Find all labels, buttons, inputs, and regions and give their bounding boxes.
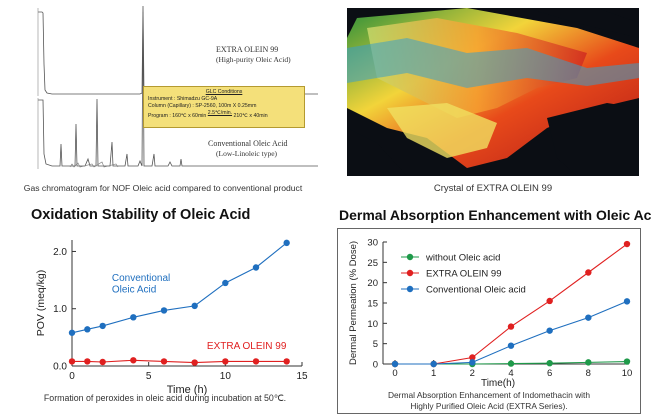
oxidation-chart-caption: Formation of peroxides in oleic acid dur… (43, 393, 287, 403)
series-line-2 (395, 300, 628, 365)
x-tick-label: 0 (392, 368, 397, 379)
dermal-chart: 0 5 10 15 20 25 30 0 1 2 4 6 8 10 Time(h) Dermal Permea… (348, 238, 633, 390)
data-point-0-6 (222, 279, 229, 287)
y-tick-label: 5 (373, 339, 378, 350)
x-tick-label: 0 (69, 371, 75, 382)
data-point-1-1 (84, 358, 91, 365)
legend-label-2: Conventional Oleic acid (426, 285, 526, 296)
x-tick-label: 1 (431, 368, 436, 379)
x-tick-label: 10 (220, 371, 232, 382)
glc-box-prog-b: 210℃ x 40min (233, 113, 268, 119)
y-tick-label: 20 (367, 278, 378, 289)
crystal-caption: Crystal of EXTRA OLEIN 99 (433, 183, 553, 194)
data-point-2-0 (391, 360, 399, 368)
data-point-0-4 (160, 307, 168, 314)
series-line-0 (71, 242, 288, 334)
glc-box-prog-a: Program : 160℃ x 60min (148, 113, 207, 119)
y-tick-label: 15 (367, 299, 378, 310)
data-point-1-6 (222, 358, 229, 365)
y-tick-label: 30 (367, 238, 378, 249)
y-tick-label: 0.0 (53, 362, 67, 373)
crystal-picture (347, 8, 639, 176)
glc-box-line-1: Instrument : Shimadzu GC-9A (148, 96, 218, 102)
oxidation-chart-title: Oxidation Stability of Oleic Acid (31, 207, 251, 223)
legend-label-1: EXTRA OLEIN 99 (426, 269, 502, 280)
y-axis-label: Dermal Permeation (% Dose) (348, 241, 359, 365)
data-point-0-7 (252, 264, 260, 271)
y-tick-label: 25 (367, 258, 378, 269)
legend-label-0: without Oleic acid (425, 253, 500, 264)
data-point-0-3 (507, 360, 515, 367)
y-tick-label: 2.0 (53, 247, 67, 258)
x-tick-label: 4 (508, 368, 513, 379)
data-point-2-5 (585, 314, 592, 321)
x-axis-label: Time (h) (167, 384, 208, 396)
x-tick-label: 8 (586, 368, 591, 379)
data-point-0-0 (68, 329, 76, 336)
data-point-2-4 (546, 327, 553, 334)
gc-lower-label-1: Conventional Oleic Acid (208, 139, 288, 148)
data-point-1-4 (546, 297, 553, 305)
x-tick-label: 2 (470, 368, 475, 379)
y-tick-label: 0 (373, 360, 378, 371)
data-point-0-5 (585, 359, 592, 366)
x-tick-label: 10 (622, 368, 633, 379)
data-point-0-1 (84, 326, 91, 333)
glc-box-line-2: Column (Capillary) : SP-2560, 100m X 0.2… (148, 103, 257, 109)
gc-lower-trace (38, 11, 318, 167)
data-point-0-3 (130, 314, 137, 321)
series-label-conventional-1: Conventional (112, 273, 170, 284)
data-point-1-5 (191, 359, 198, 366)
data-point-0-2 (99, 322, 106, 330)
glc-box-program: Program : 160℃ x 60min 2.5℃/min. 210℃ x … (148, 110, 300, 120)
y-axis-label: POV (meq/kg) (35, 270, 47, 337)
data-point-0-8 (283, 239, 290, 247)
crystal-image (347, 8, 639, 176)
x-tick-label: 5 (146, 371, 152, 382)
glc-box-prog-rate: 2.5℃/min. (207, 110, 233, 116)
legend-marker-1 (406, 269, 414, 277)
data-point-1-4 (160, 358, 168, 365)
dermal-chart-caption-2: Highly Purified Oleic Acid (EXTRA Series… (410, 401, 568, 411)
data-point-1-5 (585, 269, 592, 276)
data-point-0-4 (546, 359, 553, 367)
legend-marker-0 (406, 253, 414, 261)
y-tick-label: 10 (367, 319, 378, 330)
gc-lower-label-2: (Low-Linoleic type) (216, 149, 278, 158)
dermal-chart-caption-1: Dermal Absorption Enhancement of Indomet… (387, 390, 591, 400)
data-point-1-3 (130, 357, 137, 364)
data-point-2-3 (507, 342, 515, 349)
data-point-0-6 (623, 358, 631, 365)
x-tick-label: 15 (296, 371, 308, 382)
data-point-2-6 (623, 298, 631, 305)
data-point-0-5 (191, 302, 198, 310)
glc-conditions-box: GLC Conditions Instrument : Shimadzu GC-… (143, 86, 305, 128)
gc-upper-label-1: EXTRA OLEIN 99 (216, 45, 279, 54)
glc-box-title: GLC Conditions (205, 89, 243, 95)
data-point-1-6 (623, 240, 631, 248)
gc-upper-label-2: (High-purity Oleic Acid) (216, 55, 291, 64)
data-point-1-0 (68, 358, 76, 365)
data-point-1-2 (99, 358, 106, 366)
data-point-2-1 (430, 360, 437, 368)
data-point-1-7 (252, 358, 260, 365)
oxidation-chart: 0.0 1.0 2.0 0 5 10 15 Time (h) POV (meq/kg) Conve… (35, 239, 308, 396)
gc-caption: Gas chromatogram for NOF Oleic acid comp… (23, 183, 303, 193)
dermal-chart-title: Dermal Absorption Enhancement with Oleic… (339, 207, 651, 223)
gc-panel: EXTRA OLEIN 99 (High-purity Oleic Acid) … (30, 4, 320, 179)
series-label-conventional-2: Oleic Acid (112, 285, 156, 296)
data-point-2-2 (469, 359, 476, 366)
data-point-1-2 (469, 354, 476, 361)
y-tick-label: 1.0 (53, 304, 67, 315)
dermal-chart-frame (337, 228, 641, 414)
data-point-1-3 (507, 323, 515, 330)
x-axis-label: Time(h) (481, 378, 515, 389)
data-point-1-8 (283, 358, 290, 365)
legend-marker-2 (406, 285, 414, 293)
x-tick-label: 6 (547, 368, 552, 379)
series-label-extra-olein: EXTRA OLEIN 99 (207, 341, 287, 352)
